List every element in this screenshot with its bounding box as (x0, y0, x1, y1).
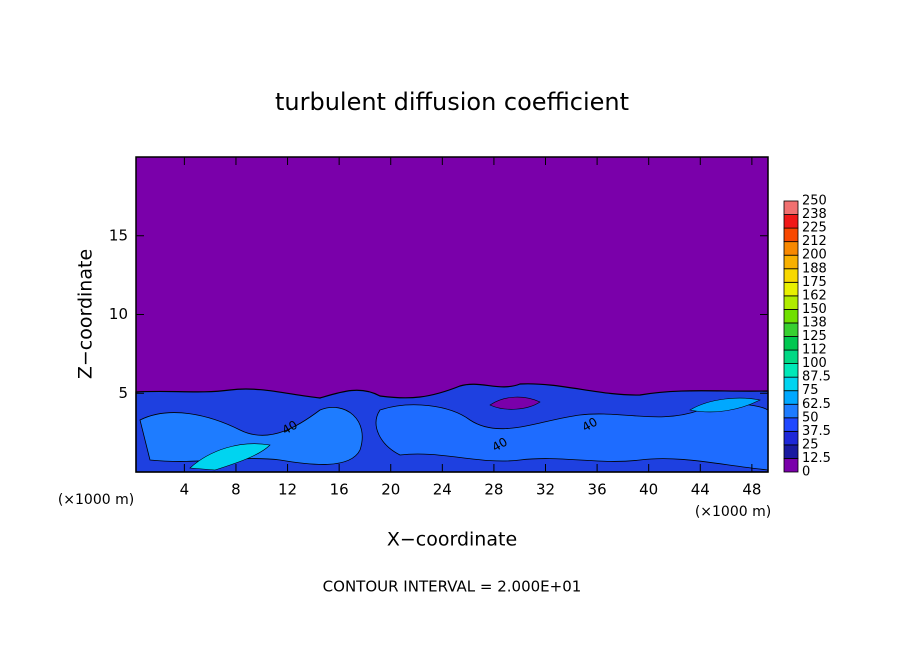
colorbar-box (783, 322, 799, 337)
colorbar-box (783, 241, 799, 256)
colorbar-box (783, 308, 799, 324)
colorbar-label: 125 (802, 329, 827, 344)
x-tick-label: 44 (691, 481, 710, 499)
colorbar-box (783, 390, 799, 405)
x-tick-label: 36 (588, 481, 607, 499)
colorbar-label: 0 (802, 465, 810, 480)
colorbar-box (783, 254, 799, 270)
colorbar-label: 238 (802, 207, 827, 222)
colorbar-box (783, 458, 799, 473)
colorbar-box (783, 227, 799, 243)
colorbar-label: 188 (802, 261, 827, 276)
colorbar-box (783, 295, 799, 310)
field (135, 157, 769, 473)
x-tick-label: 8 (231, 481, 241, 499)
y-tick-label: 15 (109, 226, 128, 244)
x-tick-label: 28 (484, 481, 503, 499)
x-tick-label: 24 (433, 481, 452, 499)
colorbar-box (783, 444, 799, 459)
colorbar-box (783, 349, 799, 364)
colorbar-box (783, 336, 799, 351)
x-tick-label: 20 (381, 481, 400, 499)
colorbar-label: 25 (802, 437, 819, 452)
colorbar-label: 87.5 (802, 370, 831, 385)
colorbar-label: 62.5 (802, 397, 831, 412)
colorbar-label: 100 (802, 356, 827, 371)
x-tick-label: 4 (180, 481, 190, 499)
colorbar-box (783, 376, 799, 392)
colorbar-box (783, 417, 799, 432)
colorbar-label: 225 (802, 221, 827, 236)
contour-label: 40 (280, 418, 300, 438)
colorbar-label: 12.5 (802, 451, 831, 466)
colorbar-box (783, 363, 799, 378)
colorbar-box (783, 430, 799, 446)
footnote: CONTOUR INTERVAL = 2.000E+01 (323, 578, 582, 596)
contour-label: 40 (580, 415, 600, 435)
colorbar-box (783, 200, 799, 215)
colorbar-label: 75 (802, 383, 819, 398)
chart-title: turbulent diffusion coefficient (275, 88, 629, 116)
colorbar-label: 175 (802, 275, 827, 290)
colorbar-box (783, 214, 799, 229)
colorbar-box (783, 281, 799, 297)
colorbar-label: 250 (802, 194, 827, 209)
x-tick-label: 48 (742, 481, 761, 499)
x-tick-label: 32 (536, 481, 555, 499)
x-unit-label: (×1000 m) (695, 504, 771, 520)
colorbar-label: 200 (802, 248, 827, 263)
colorbar-label: 150 (802, 302, 827, 317)
colorbar-label: 162 (802, 288, 827, 303)
field-eddy (689, 397, 761, 413)
colorbar-label: 50 (802, 410, 819, 425)
y-tick-label: 10 (109, 305, 128, 323)
contour-label: 40 (490, 435, 510, 455)
x-axis-label: X−coordinate (387, 529, 517, 551)
x-tick-label: 12 (278, 481, 297, 499)
field-eddy (489, 396, 541, 410)
field-eddy (189, 443, 271, 471)
colorbar-label: 37.5 (802, 424, 831, 439)
colorbar-box (783, 403, 799, 419)
x-unit-label: (×1000 m) (58, 492, 134, 508)
x-tick-label: 16 (330, 481, 349, 499)
colorbar-box (783, 268, 799, 283)
x-tick-label: 40 (639, 481, 658, 499)
y-axis-label: Z−coordinate (75, 249, 97, 379)
y-tick-label: 5 (118, 384, 128, 402)
colorbar-label: 138 (802, 315, 827, 330)
colorbar-label: 212 (802, 234, 827, 249)
colorbar-label: 112 (802, 343, 827, 358)
